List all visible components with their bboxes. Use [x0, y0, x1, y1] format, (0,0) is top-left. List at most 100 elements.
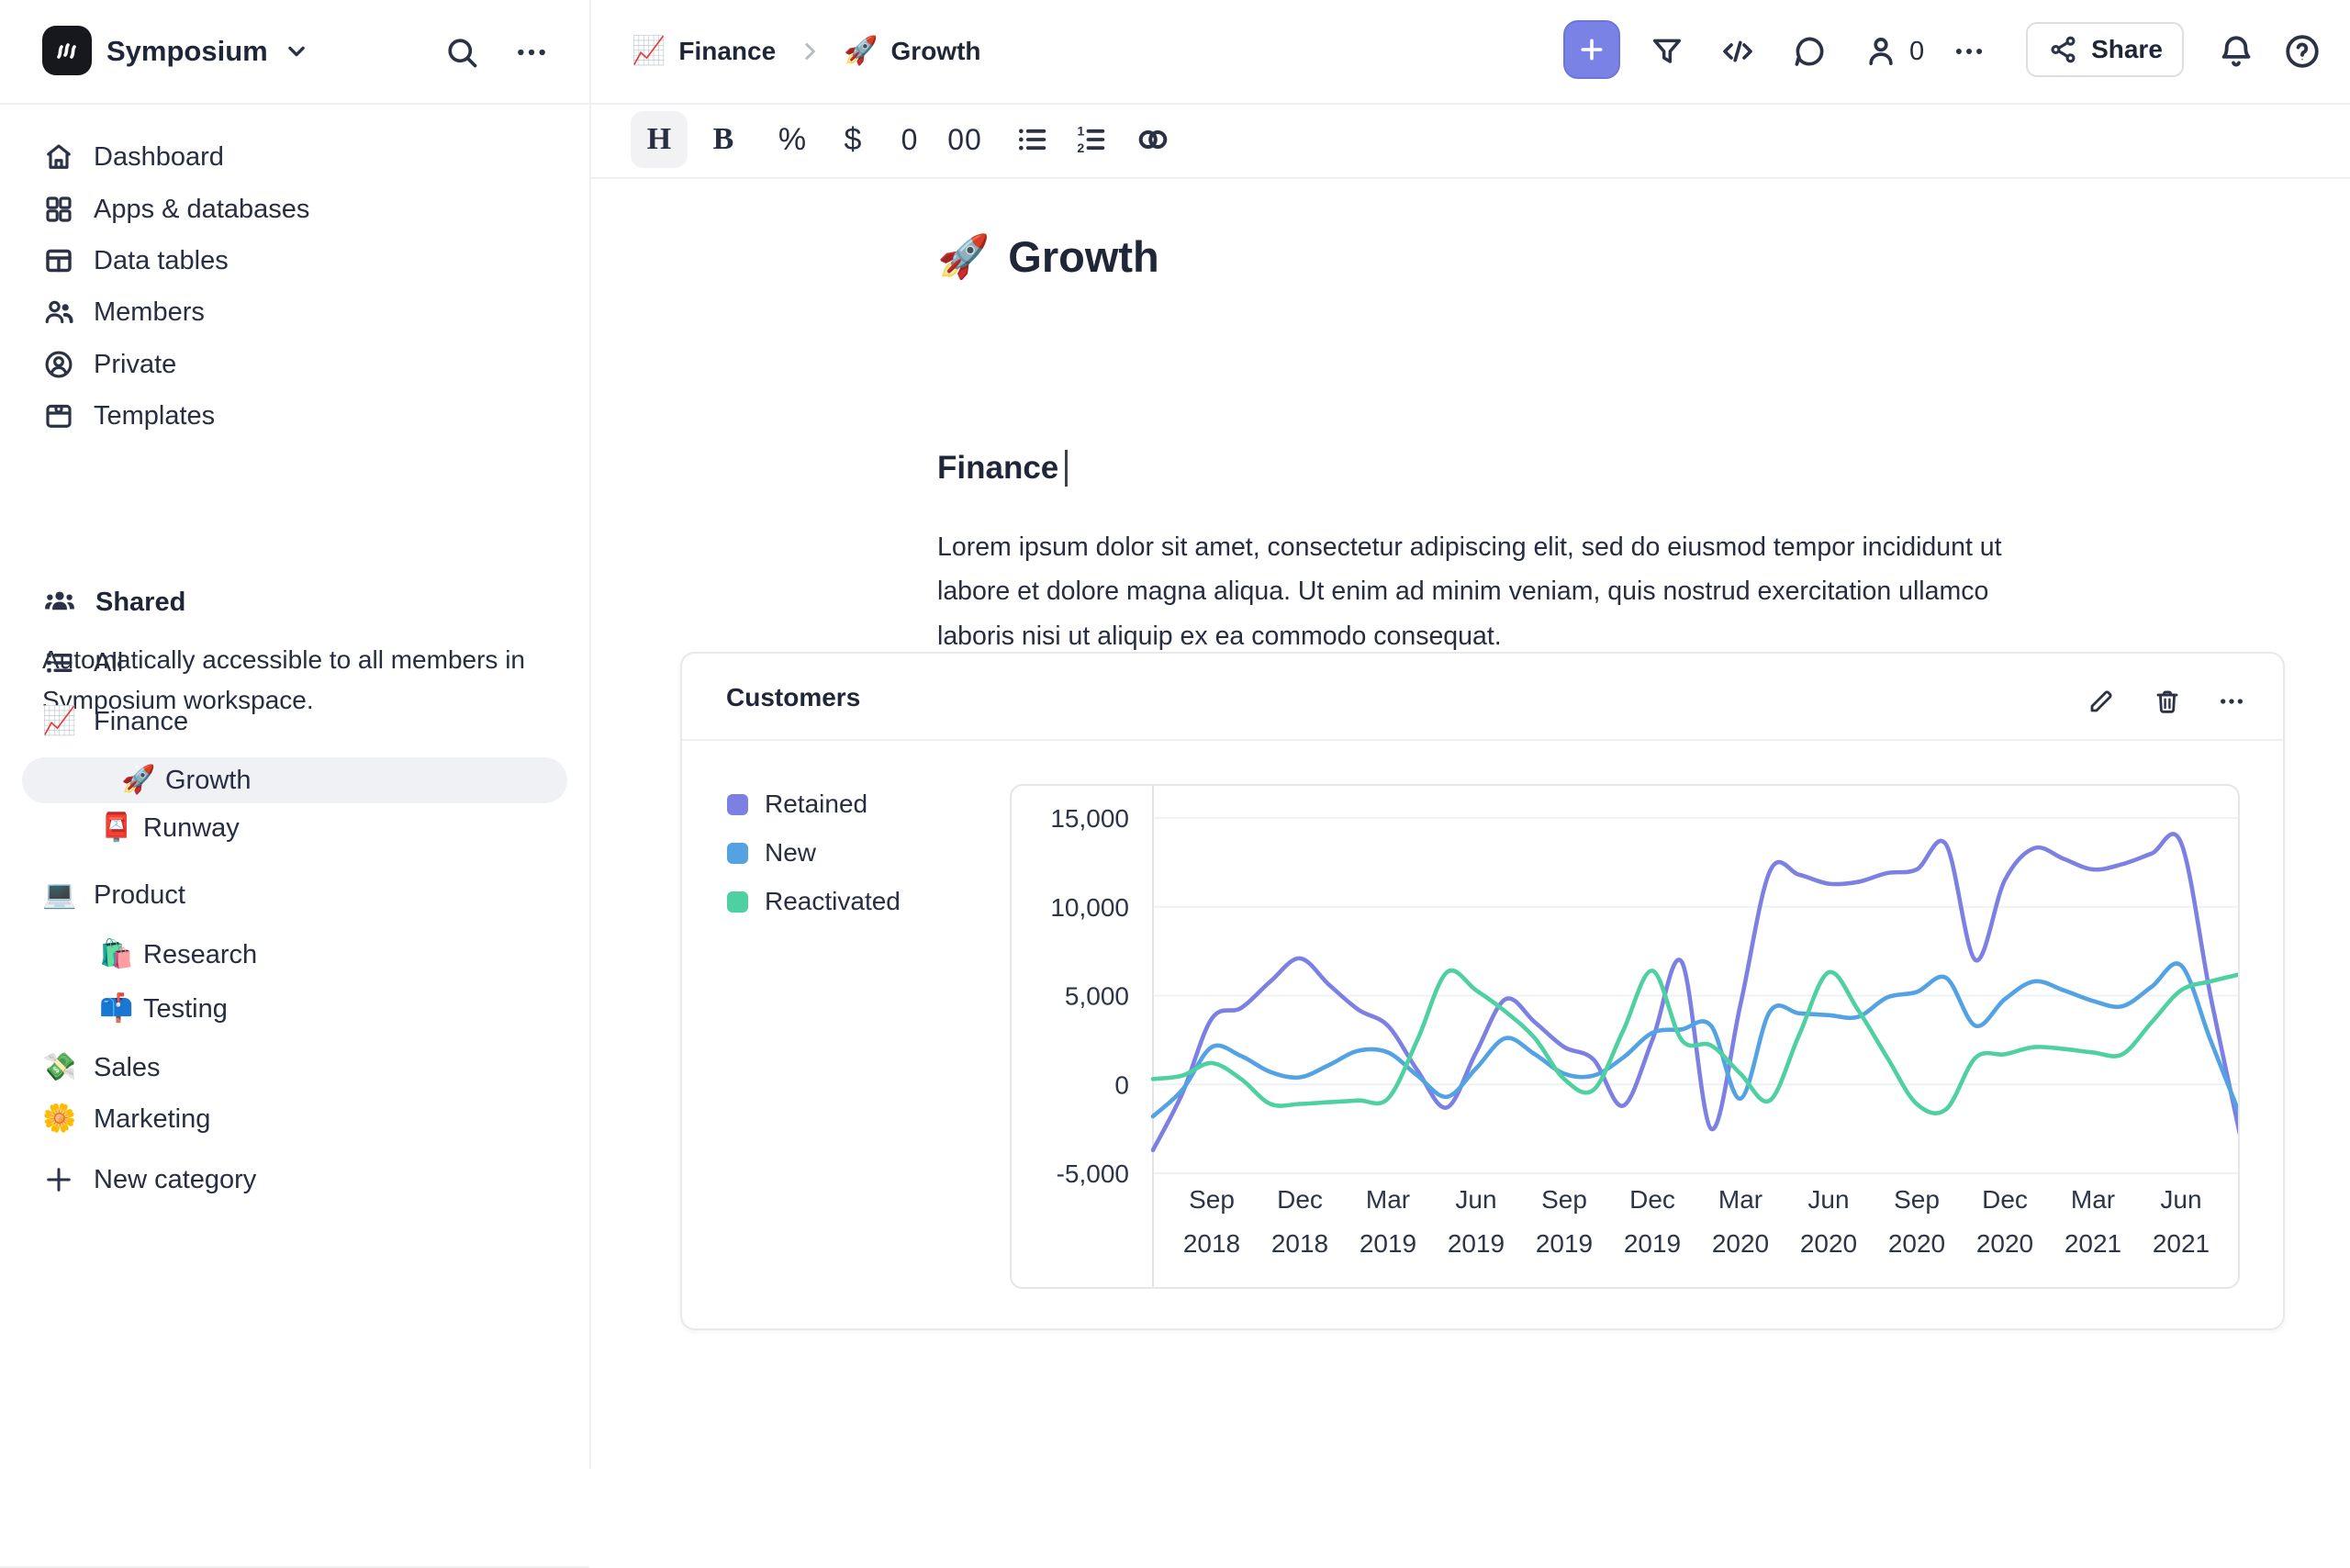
sidebar-item-product[interactable]: 💻 Product — [0, 872, 589, 918]
line-chart-svg: -5,000 0 5,000 10,000 15,000 Sep 2018 Dec 2018 Ma… — [1050, 786, 2238, 1287]
chart-card: Customers Retained New Reactivated — [680, 652, 2285, 1330]
doc-paragraph[interactable]: Lorem ipsum dolor sit amet, consectetur … — [937, 532, 2002, 651]
sidebar-item-label: Dashboard — [94, 141, 224, 172]
sidebar-item-runway[interactable]: 📮 Runway — [0, 805, 589, 851]
trash-icon — [2156, 690, 2178, 713]
sidebar-item-all[interactable]: All — [0, 640, 589, 686]
retained-swatch — [727, 793, 748, 815]
card-divider — [682, 739, 2283, 741]
svg-text:2019: 2019 — [1360, 1229, 1416, 1258]
page-title-text[interactable]: Growth — [1008, 232, 1159, 281]
sidebar-item-apps-databases[interactable]: Apps & databases — [0, 186, 589, 232]
svg-text:2021: 2021 — [2153, 1229, 2210, 1258]
new-category-button[interactable]: New category — [0, 1157, 589, 1203]
legend-label: New — [765, 838, 817, 867]
svg-text:Sep: Sep — [1541, 1185, 1587, 1214]
line-chart[interactable]: -5,000 0 5,000 10,000 15,000 Sep 2018 Dec 2018 Ma… — [1010, 784, 2240, 1289]
plus-icon — [47, 1168, 71, 1192]
sidebar-item-marketing[interactable]: 🌼 Marketing — [0, 1096, 589, 1142]
chart-legend: Retained New Reactivated — [727, 790, 901, 916]
legend-item-reactivated[interactable]: Reactivated — [727, 887, 901, 916]
sidebar-item-label: Finance — [94, 706, 189, 736]
runway-emoji: 📮 — [99, 812, 134, 843]
sidebar-item-label: Marketing — [94, 1103, 211, 1134]
legend-item-retained[interactable]: Retained — [727, 790, 901, 819]
sidebar-more-button[interactable] — [510, 31, 553, 73]
help-button[interactable] — [2280, 29, 2324, 73]
add-block-button[interactable] — [1563, 20, 1620, 79]
workspace-name[interactable]: Symposium — [106, 0, 312, 103]
svg-text:15,000: 15,000 — [1050, 804, 1129, 833]
svg-text:2020: 2020 — [1976, 1229, 2033, 1258]
chevron-right-icon — [805, 43, 816, 60]
sidebar-item-data-tables[interactable]: Data tables — [0, 238, 589, 284]
format-toolbar: H B % $ 0 00 1 2 — [591, 103, 2350, 179]
new-swatch — [727, 842, 748, 864]
sidebar-item-finance[interactable]: 📈 Finance — [0, 699, 589, 745]
share-button[interactable]: Share — [2026, 22, 2184, 77]
page-more-button[interactable] — [1948, 30, 1990, 73]
percent-format-button[interactable]: % — [764, 111, 821, 168]
breadcrumb-growth[interactable]: Growth — [890, 37, 981, 65]
svg-text:0: 0 — [1114, 1070, 1129, 1099]
numbered-list-button[interactable]: 1 2 — [1062, 111, 1119, 168]
breadcrumb-finance-emoji: 📈 — [632, 36, 666, 66]
doc-heading-text: Finance — [937, 450, 1059, 486]
funnel-icon — [1652, 39, 1682, 63]
chart-more-button[interactable] — [2211, 681, 2252, 722]
bullet-list-button[interactable] — [1003, 111, 1060, 168]
edit-chart-button[interactable] — [2081, 681, 2121, 722]
delete-chart-button[interactable] — [2147, 681, 2188, 722]
svg-text:2018: 2018 — [1271, 1229, 1328, 1258]
shared-section-description: Automatically accessible to all members … — [42, 645, 525, 714]
table-icon — [46, 249, 72, 273]
sidebar-divider — [589, 0, 591, 1469]
sidebar-item-label: Sales — [94, 1052, 161, 1082]
code-icon — [1723, 40, 1752, 62]
testing-emoji: 📫 — [99, 993, 134, 1024]
shared-section-title: Shared — [95, 587, 186, 617]
sidebar-item-label: Runway — [143, 812, 240, 843]
top-bar: Symposium 📈 Finance 🚀 Growth — [0, 0, 2350, 105]
product-emoji: 💻 — [42, 879, 77, 910]
link-button[interactable] — [1125, 111, 1181, 168]
sidebar-item-templates[interactable]: Templates — [0, 393, 589, 439]
legend-item-new[interactable]: New — [727, 838, 901, 868]
code-button[interactable] — [1715, 30, 1761, 73]
breadcrumb-finance[interactable]: Finance — [678, 37, 777, 65]
private-icon — [45, 351, 73, 378]
pencil-icon — [2090, 690, 2112, 712]
sidebar-item-dashboard[interactable]: Dashboard — [0, 134, 589, 180]
svg-text:Sep: Sep — [1894, 1185, 1940, 1214]
sidebar-item-members[interactable]: Members — [0, 289, 589, 335]
doc-heading[interactable]: Finance — [937, 450, 1069, 487]
sidebar-item-research[interactable]: 🛍️ Research — [0, 932, 589, 978]
notifications-button[interactable] — [2214, 29, 2258, 73]
reactivated-swatch — [727, 890, 748, 913]
currency-format-button[interactable]: $ — [824, 111, 881, 168]
svg-text:2020: 2020 — [1800, 1229, 1857, 1258]
chart-card-title: Customers — [726, 683, 861, 711]
heading-format-button[interactable]: H — [631, 111, 688, 168]
svg-text:2: 2 — [1077, 141, 1084, 156]
comments-button[interactable] — [1788, 30, 1830, 73]
search-button[interactable] — [441, 31, 483, 73]
filter-button[interactable] — [1646, 30, 1688, 73]
marketing-emoji: 🌼 — [42, 1103, 77, 1134]
share-label: Share — [2091, 35, 2163, 63]
sidebar-item-sales[interactable]: 💸 Sales — [0, 1045, 589, 1091]
numbered-list-icon: 1 2 — [1077, 125, 1105, 156]
sidebar-item-private[interactable]: Private — [0, 342, 589, 387]
decimal-zero-button[interactable]: 0 — [881, 111, 938, 168]
workspace-logo[interactable] — [42, 26, 92, 75]
decimal-double-zero-button[interactable]: 00 — [936, 111, 993, 168]
svg-text:Jun: Jun — [1807, 1185, 1849, 1214]
person-icon — [1869, 38, 1893, 65]
collaborators[interactable]: 0 — [1862, 30, 1924, 73]
page-title-emoji: 🚀 — [937, 232, 990, 280]
sidebar-item-growth-selected[interactable]: 🚀 Growth — [22, 757, 567, 803]
bold-format-button[interactable]: B — [695, 111, 752, 168]
bullet-list-icon — [1019, 129, 1046, 151]
page-title: 🚀 Growth — [937, 231, 1159, 282]
sidebar-item-testing[interactable]: 📫 Testing — [0, 986, 589, 1032]
